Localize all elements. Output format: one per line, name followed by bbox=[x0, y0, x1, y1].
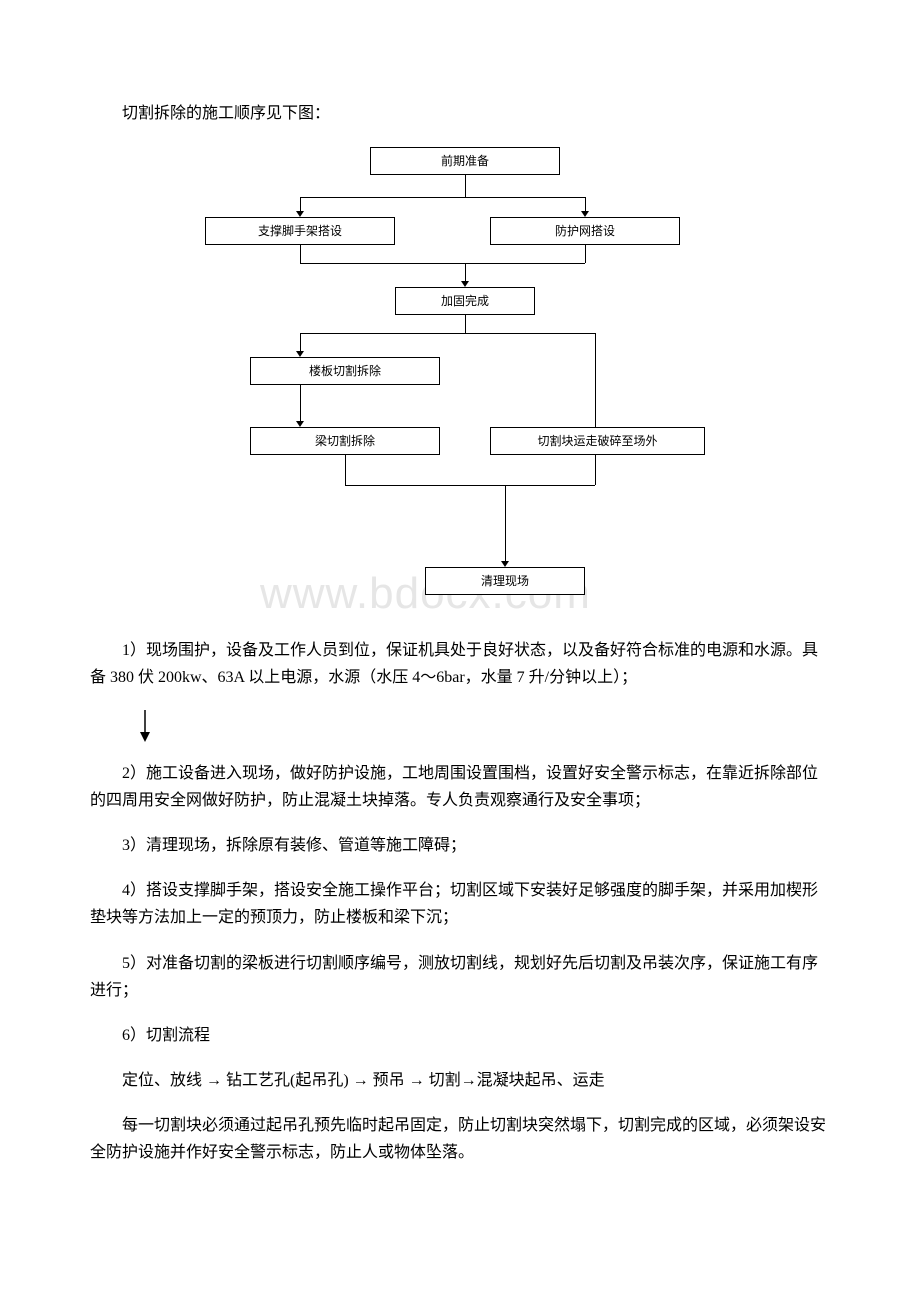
paragraph-1: 1）现场围护，设备及工作人员到位，保证机具处于良好状态，以及备好符合标准的电源和… bbox=[90, 637, 830, 691]
flow-node-beam-cut: 梁切割拆除 bbox=[250, 427, 440, 455]
paragraph-7: 定位、放线 → 钻工艺孔(起吊孔) → 预吊 → 切割→混凝块起吊、运走 bbox=[90, 1067, 830, 1094]
flow-node-slab-cut: 楼板切割拆除 bbox=[250, 357, 440, 385]
inline-arrow-icon bbox=[138, 710, 830, 742]
paragraph-2: 2）施工设备进入现场，做好防护设施，工地周围设置围档，设置好安全警示标志，在靠近… bbox=[90, 760, 830, 814]
paragraph-5: 5）对准备切割的梁板进行切割顺序编号，测放切割线，规划好先后切割及吊装次序，保证… bbox=[90, 950, 830, 1004]
flow-node-transport: 切割块运走破碎至场外 bbox=[490, 427, 705, 455]
flow-node-reinforce: 加固完成 bbox=[395, 287, 535, 315]
paragraph-4: 4）搭设支撑脚手架，搭设安全施工操作平台；切割区域下安装好足够强度的脚手架，并采… bbox=[90, 877, 830, 931]
flowchart: www.bdocx.com 前期准备 支撑脚手架搭设 防护网搭设 加固完成 楼板… bbox=[160, 147, 760, 607]
paragraph-8: 每一切割块必须通过起吊孔预先临时起吊固定，防止切割块突然塌下，切割完成的区域，必… bbox=[90, 1112, 830, 1166]
paragraph-6: 6）切割流程 bbox=[90, 1022, 830, 1049]
flow-node-prep: 前期准备 bbox=[370, 147, 560, 175]
flow-node-cleanup: 清理现场 bbox=[425, 567, 585, 595]
flow-node-net: 防护网搭设 bbox=[490, 217, 680, 245]
page-title: 切割拆除的施工顺序见下图： bbox=[90, 100, 830, 127]
flow-node-scaffold: 支撑脚手架搭设 bbox=[205, 217, 395, 245]
paragraph-3: 3）清理现场，拆除原有装修、管道等施工障碍； bbox=[90, 832, 830, 859]
